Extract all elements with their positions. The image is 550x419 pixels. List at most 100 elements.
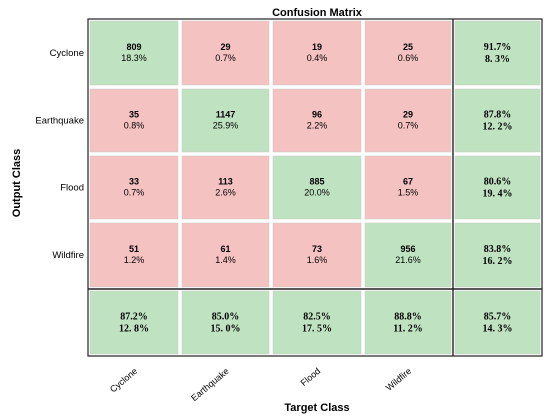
summary-correct-percent: 80.6% [484, 177, 512, 188]
summary-correct-percent: 88.8% [394, 312, 422, 323]
cell-count: 25 [403, 42, 413, 52]
cell-percent: 1.2% [124, 255, 145, 265]
cell-background [272, 88, 362, 153]
matrix-cell: 611.4% [181, 222, 270, 288]
cell-background [364, 155, 452, 220]
cell-percent: 20.0% [304, 188, 330, 198]
cell-background [454, 222, 541, 288]
cell-background [181, 88, 270, 153]
summary-cell: 87.8%12. 2% [454, 88, 541, 153]
cell-background [89, 290, 179, 355]
summary-error-percent: 17. 5% [302, 324, 332, 335]
cell-background [364, 290, 452, 355]
cell-percent: 0.6% [398, 53, 419, 63]
cell-count: 61 [220, 244, 230, 254]
y-axis-title: Output Class [11, 149, 23, 217]
matrix-cell: 290.7% [181, 20, 270, 86]
summary-error-percent: 15. 0% [211, 324, 241, 335]
summary-error-percent: 14. 3% [483, 324, 513, 335]
summary-correct-percent: 85.7% [484, 312, 512, 323]
matrix-cell: 511.2% [89, 222, 179, 288]
cell-background [364, 20, 452, 86]
summary-error-percent: 12. 2% [483, 122, 513, 133]
cell-count: 73 [312, 244, 322, 254]
cell-background [272, 155, 362, 220]
cell-percent: 2.6% [215, 188, 236, 198]
x-axis-title: Target Class [284, 402, 349, 414]
summary-cell: 80.6%19. 4% [454, 155, 541, 220]
summary-correct-percent: 91.7% [484, 42, 512, 53]
cell-background [454, 20, 541, 86]
matrix-cell: 330.7% [89, 155, 179, 220]
summary-correct-percent: 82.5% [303, 312, 331, 323]
cell-count: 1147 [216, 110, 236, 120]
cell-background [364, 88, 452, 153]
row-label: Flood [60, 183, 84, 194]
cell-percent: 1.5% [398, 188, 419, 198]
matrix-cell: 250.6% [364, 20, 452, 86]
cell-background [454, 88, 541, 153]
summary-error-percent: 11. 2% [393, 324, 422, 335]
matrix-cell: 962.2% [272, 88, 362, 153]
matrix-cell: 731.6% [272, 222, 362, 288]
summary-cell: 85.7%14. 3% [454, 290, 541, 355]
row-label: Wildfire [52, 250, 84, 261]
cell-background [89, 20, 179, 86]
summary-error-percent: 16. 2% [483, 256, 513, 267]
cell-background [89, 88, 179, 153]
cell-percent: 0.7% [124, 188, 145, 198]
cell-percent: 0.8% [124, 121, 145, 131]
cell-count: 809 [126, 42, 141, 52]
summary-error-percent: 19. 4% [483, 189, 513, 200]
cell-percent: 21.6% [395, 255, 421, 265]
column-label: Earthquake [189, 366, 231, 403]
column-label: Cyclone [108, 366, 139, 395]
cell-count: 29 [403, 110, 413, 120]
cell-background [454, 290, 541, 355]
col-labels: Cyclone Earthquake Flood Wildfire [108, 366, 413, 403]
summary-cell: 83.8%16. 2% [454, 222, 541, 288]
cell-count: 956 [400, 244, 415, 254]
cell-percent: 0.4% [307, 53, 328, 63]
matrix-border [87, 18, 543, 357]
cell-count: 33 [129, 177, 139, 187]
cell-background [89, 222, 179, 288]
matrix-cell: 671.5% [364, 155, 452, 220]
cell-background [454, 155, 541, 220]
summary-correct-percent: 87.2% [120, 312, 148, 323]
summary-correct-percent: 83.8% [484, 244, 512, 255]
summary-cell: 87.2%12. 8% [89, 290, 179, 355]
matrix-cell: 290.7% [364, 88, 452, 153]
cell-count: 19 [312, 42, 322, 52]
column-label: Wildfire [384, 366, 413, 393]
summary-error-percent: 8. 3% [485, 54, 510, 65]
cell-background [364, 222, 452, 288]
cell-background [181, 20, 270, 86]
cell-count: 51 [129, 244, 139, 254]
summary-correct-percent: 87.8% [484, 110, 512, 121]
summary-error-percent: 12. 8% [119, 324, 149, 335]
cell-background [89, 155, 179, 220]
summary-cell: 85.0%15. 0% [181, 290, 270, 355]
cell-percent: 2.2% [307, 121, 328, 131]
cell-background [181, 222, 270, 288]
cell-count: 885 [309, 177, 324, 187]
cell-percent: 25.9% [213, 121, 239, 131]
matrix-cell: 350.8% [89, 88, 179, 153]
column-label: Flood [299, 366, 323, 388]
cell-count: 96 [312, 110, 322, 120]
cell-background [272, 222, 362, 288]
cell-count: 67 [403, 177, 413, 187]
cell-percent: 1.4% [215, 255, 236, 265]
summary-correct-percent: 85.0% [212, 312, 240, 323]
cell-count: 29 [220, 42, 230, 52]
row-label: Earthquake [35, 116, 84, 127]
summary-cell: 82.5%17. 5% [272, 290, 362, 355]
cell-percent: 0.7% [398, 121, 419, 131]
